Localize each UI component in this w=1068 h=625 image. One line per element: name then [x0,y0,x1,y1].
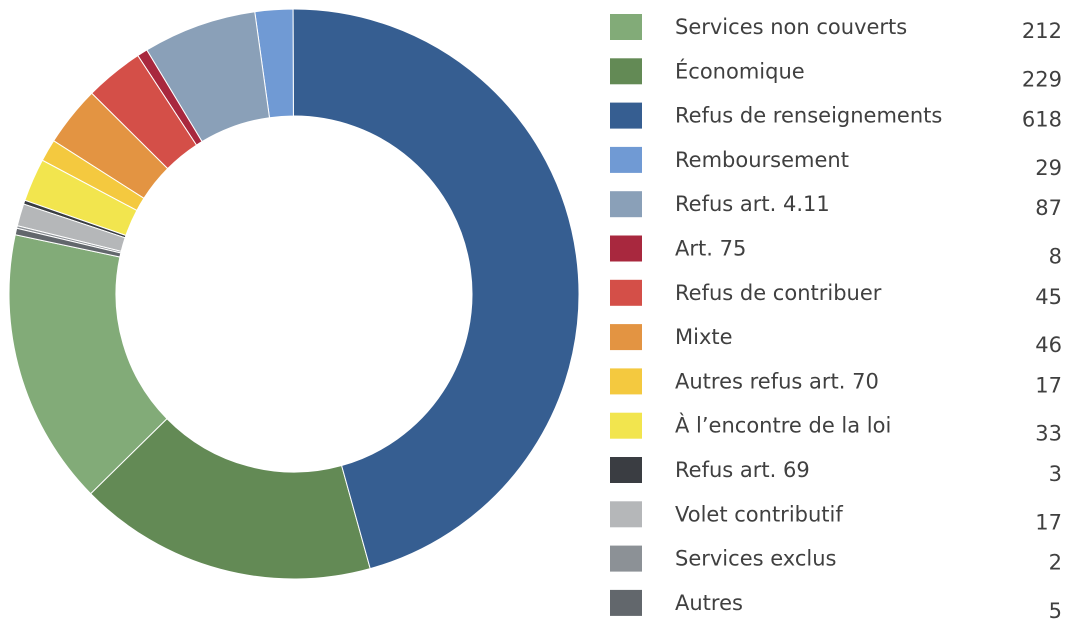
legend-swatch [610,412,642,439]
legend-label: Art. 75 [675,237,746,261]
legend-label: Mixte [675,325,733,349]
slice [14,227,122,258]
legend-swatch [610,368,642,395]
legend-swatch [610,279,642,306]
legend-swatch [610,324,642,351]
legend-label: Services exclus [675,547,836,571]
value-label: 229 [1022,67,1062,91]
legend-label: Autres [675,591,743,615]
slice [292,8,580,570]
legend-swatch [610,457,642,483]
legend-label: Refus de renseignements [675,104,942,128]
legend-label: Économique [675,58,805,83]
legend-swatch [610,545,642,572]
legend-label: Refus art. 69 [675,458,810,482]
legend-swatch [610,14,642,40]
legend-label: Refus de contribuer [675,281,882,305]
value-label: 2 [1049,551,1062,575]
legend-swatch [610,191,642,218]
value-label: 212 [1022,19,1062,43]
legend-swatch [610,501,642,528]
legend-label: Autres refus art. 70 [675,369,879,393]
value-label: 5 [1049,599,1062,623]
legend-label: Remboursement [675,148,849,172]
legend-label: Services non couverts [675,15,907,39]
value-label: 87 [1035,196,1062,220]
value-label: 8 [1049,245,1062,269]
value-label: 17 [1035,373,1062,397]
value-label: 45 [1035,285,1062,309]
legend-swatch [610,235,642,262]
value-label: 33 [1035,422,1062,446]
legend-swatch [610,589,642,616]
legend-swatch [610,102,642,129]
value-label: 46 [1035,333,1062,357]
value-label: 618 [1022,108,1062,132]
legend-label: Refus art. 4.11 [675,192,830,216]
value-label: 3 [1049,462,1062,486]
value-label: 29 [1035,156,1062,180]
value-label: 17 [1035,510,1062,534]
legend-label: À l’encontre de la loi [675,413,891,438]
legend-swatch [610,58,642,85]
legend-swatch [610,146,642,173]
legend-label: Volet contributif [675,502,843,526]
